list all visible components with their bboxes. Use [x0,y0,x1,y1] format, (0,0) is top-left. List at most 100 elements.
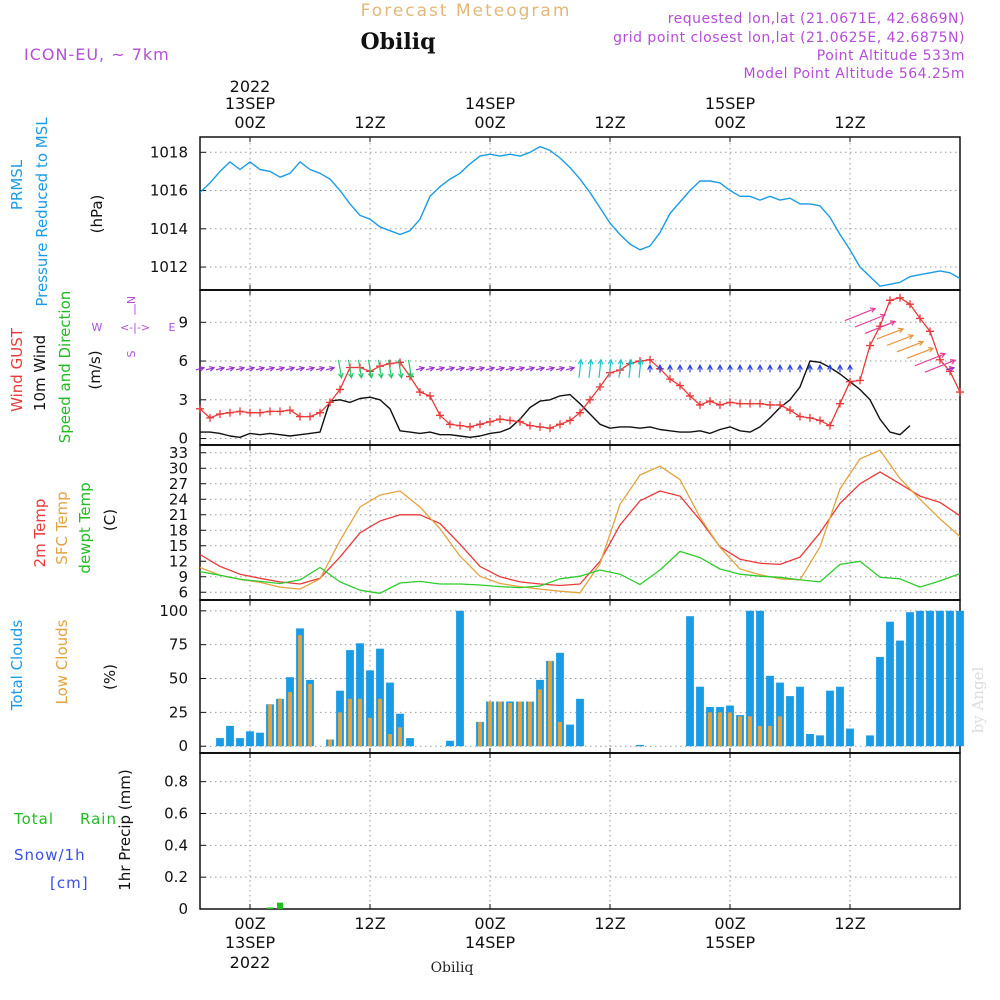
total-cloud-bar [366,670,374,747]
wind-arrow-head [239,365,246,372]
y-tick-label: 27 [169,475,188,493]
wind-arrow-head [897,327,905,334]
bottom-hour-label: 12Z [594,914,625,933]
total-cloud-bar [356,643,364,747]
top-date-label: 14SEP [465,94,516,113]
wind-arrow [588,359,592,378]
temp-line [199,550,961,594]
gust-marker [316,408,324,417]
wind-arrow [618,359,622,378]
y-tick-label: 1016 [150,182,188,200]
total-cloud-bar [376,648,384,747]
wind-arrow-head [837,364,843,370]
total-cloud-bar [826,690,834,747]
y-tick-label: 9 [178,313,188,331]
wind-arrow-head [357,372,364,380]
gust-marker [906,300,914,309]
wind-arrow-head [917,340,925,347]
y-tick-label: 18 [169,521,188,539]
bottom-hour-label: 00Z [234,914,265,933]
top-year: 2022 [230,77,271,96]
wind-arrow [914,353,946,367]
compass-north: N [125,296,138,304]
wind-arrow-head [667,364,673,370]
wind-arrow [195,367,205,371]
wind-arrow-head [637,358,644,365]
wind-arrow-head [697,364,703,370]
precip-bar [267,907,273,909]
wind-arrow-head [459,365,466,372]
y-tick-label: 12 [169,552,188,570]
y-tick-label: 3 [178,391,188,409]
wind-arrow [415,367,425,371]
low-cloud-bar [338,712,342,747]
wind-arrow-head [377,372,384,380]
wind-arrow [854,314,886,328]
low-cloud-bar [558,721,562,747]
gust-marker [486,417,494,426]
y-tick-label: 100 [159,602,188,620]
wind-arrow [598,359,602,378]
bottom-hour-label: 00Z [474,914,505,933]
y-tick-label: 1014 [150,220,188,238]
total-cloud-bar [906,612,914,747]
gust-marker [806,413,814,422]
wind-arrow-head [687,364,693,370]
low-cloud-bar [288,692,292,747]
gust-marker [586,395,594,404]
total-cloud-bar [256,732,264,747]
low-cloud-bar [348,698,352,747]
wind-arrow-head [219,365,226,372]
low-cloud-bar [768,725,772,747]
point-altitude: Point Altitude 533m [817,48,965,64]
wind-arrow [407,359,413,378]
gust-marker [396,358,404,367]
wind-arrow-head [847,364,853,370]
gust-marker [676,381,684,390]
footer-location: Obiliq [431,960,474,976]
top-hour-label: 00Z [714,113,745,132]
low-cloud-bar [298,635,302,747]
gust-marker [736,399,744,408]
wind-arrow [275,367,285,371]
y-tick-label: 33 [169,444,188,462]
temp-line [199,471,961,587]
wind-arrow [638,359,642,378]
gust-marker [196,404,204,413]
total-cloud-bar [896,640,904,747]
wind-arrow-head [647,364,653,370]
wind-arrow-head [519,365,526,372]
wind-arrow [485,367,495,371]
gust-marker [856,376,864,385]
requested-coords: requested lon,lat (21.0671E, 42.6869N) [668,11,965,27]
wind-arrow-head [827,364,833,370]
gust-marker [256,408,264,417]
wind-arrow-head [289,365,296,372]
wind-arrow [896,341,924,353]
location-title: Obiliq [360,29,435,55]
gust-marker [426,391,434,400]
total-cloud-bar [776,682,784,747]
wind-arrow [435,367,445,371]
bottom-date-label: 14SEP [465,933,516,952]
total-cloud-bar [246,731,254,747]
total-cloud-bar [936,610,944,747]
wind-arrow [924,359,956,373]
precip-cm-label: [cm] [50,874,89,892]
wind-arrow [377,359,383,378]
wind-arrow [387,359,393,378]
gust-marker [776,400,784,409]
top-date-label: 13SEP [225,94,276,113]
wind-arrow [545,367,555,371]
gust-marker [326,398,334,407]
wind-arrow-head [657,364,663,370]
temp-line [199,449,961,594]
total-cloud-bar [686,616,694,747]
wind-arrow-head [949,365,956,372]
gust-marker [576,408,584,417]
wind-arrow-head [449,365,456,372]
gust-marker [926,327,934,336]
wind-arrow-head [387,372,394,380]
bottom-date-label: 15SEP [705,933,756,952]
gust-marker [496,415,504,424]
